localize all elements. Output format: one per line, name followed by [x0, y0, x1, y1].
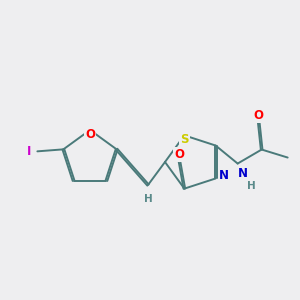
Text: O: O: [254, 109, 264, 122]
Text: N: N: [238, 167, 248, 180]
Text: H: H: [144, 194, 152, 204]
Text: O: O: [174, 148, 184, 161]
Text: N: N: [219, 169, 229, 182]
Text: O: O: [85, 128, 95, 140]
Text: I: I: [27, 145, 32, 158]
Text: S: S: [180, 133, 189, 146]
Text: H: H: [247, 181, 256, 190]
